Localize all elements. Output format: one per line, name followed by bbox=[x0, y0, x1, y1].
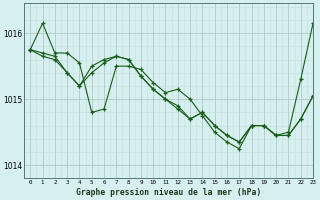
X-axis label: Graphe pression niveau de la mer (hPa): Graphe pression niveau de la mer (hPa) bbox=[76, 188, 261, 197]
